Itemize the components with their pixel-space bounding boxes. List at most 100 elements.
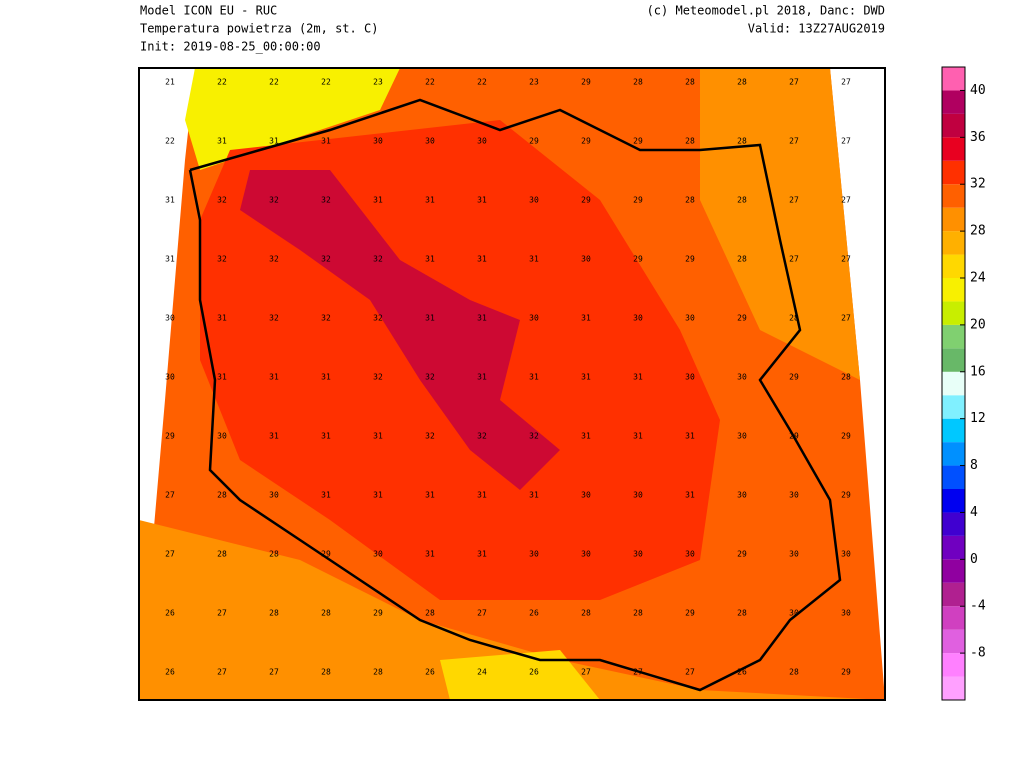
temperature-label: 24 xyxy=(477,668,487,677)
temperature-label: 31 xyxy=(529,255,539,264)
temperature-label: 26 xyxy=(737,668,747,677)
temperature-label: 27 xyxy=(841,255,851,264)
temperature-label: 28 xyxy=(581,609,591,618)
temperature-label: 28 xyxy=(789,314,799,323)
temperature-label: 22 xyxy=(165,137,175,146)
colorbar-band xyxy=(942,676,965,700)
temperature-label: 31 xyxy=(321,432,331,441)
temperature-label: 28 xyxy=(269,550,279,559)
temperature-label: 27 xyxy=(165,550,175,559)
map-frame xyxy=(138,67,886,701)
temperature-label: 30 xyxy=(685,314,695,323)
temperature-label: 23 xyxy=(373,78,383,87)
temperature-label: 32 xyxy=(269,314,279,323)
temperature-label: 26 xyxy=(165,609,175,618)
colorbar-band xyxy=(942,489,965,513)
map-field xyxy=(139,68,885,700)
temperature-label: 31 xyxy=(269,373,279,382)
colorbar-band xyxy=(942,184,965,208)
temperature-label: 31 xyxy=(477,550,487,559)
colorbar-band xyxy=(942,160,965,185)
header-line: Valid: 13Z27AUG2019 xyxy=(748,22,885,36)
temperature-label: 28 xyxy=(425,609,435,618)
temperature-label: 30 xyxy=(633,491,643,500)
temperature-label: 31 xyxy=(425,314,435,323)
colorbar-band xyxy=(942,582,965,607)
temperature-label: 29 xyxy=(841,432,851,441)
temperature-label: 28 xyxy=(841,373,851,382)
temperature-label: 28 xyxy=(321,609,331,618)
field-24 xyxy=(440,650,600,700)
temperature-label: 32 xyxy=(529,432,539,441)
colorbar-label: 28 xyxy=(970,224,986,239)
border xyxy=(188,98,842,692)
temperature-label: 31 xyxy=(529,491,539,500)
header-line: Model ICON EU - RUC xyxy=(140,4,277,18)
temperature-label: 22 xyxy=(477,78,487,87)
temperature-label: 29 xyxy=(165,432,175,441)
temperature-label: 30 xyxy=(373,137,383,146)
colorbar-band xyxy=(942,324,965,349)
temperature-label: 26 xyxy=(425,668,435,677)
colorbar-band xyxy=(942,442,965,466)
temperature-label: 27 xyxy=(217,609,227,618)
temperature-label: 27 xyxy=(165,491,175,500)
temperature-label: 30 xyxy=(789,491,799,500)
temperature-label: 30 xyxy=(165,373,175,382)
temperature-label: 30 xyxy=(425,137,435,146)
temperature-label: 31 xyxy=(321,491,331,500)
colorbar-band xyxy=(942,465,965,489)
temperature-label: 32 xyxy=(477,432,487,441)
temperature-label: 30 xyxy=(581,550,591,559)
colorbar-label: 20 xyxy=(970,317,986,332)
colorbar-label: -4 xyxy=(970,599,986,614)
temperature-label: 29 xyxy=(581,137,591,146)
colorbar-band xyxy=(942,535,965,560)
temperature-label: 27 xyxy=(841,78,851,87)
temperature-label: 32 xyxy=(321,196,331,205)
temperature-label: 27 xyxy=(841,137,851,146)
temperature-label: 31 xyxy=(165,255,175,264)
temperature-label: 30 xyxy=(529,550,539,559)
temperature-label: 30 xyxy=(737,432,747,441)
temperature-label: 27 xyxy=(789,196,799,205)
temperature-label: 30 xyxy=(165,314,175,323)
colorbar-label: 36 xyxy=(970,130,986,145)
temperature-label: 30 xyxy=(633,550,643,559)
temperature-label: 28 xyxy=(269,609,279,618)
temperature-label: 28 xyxy=(633,78,643,87)
temperature-label: 21 xyxy=(165,78,175,87)
temperature-label: 31 xyxy=(633,373,643,382)
colorbar-band xyxy=(942,348,965,372)
colorbar-band xyxy=(942,559,965,583)
temperature-label: 27 xyxy=(789,137,799,146)
header-line: Temperatura powietrza (2m, st. C) xyxy=(140,22,378,36)
temperature-label: 29 xyxy=(581,196,591,205)
colorbar-label: 4 xyxy=(970,505,978,520)
colorbar-band xyxy=(942,113,965,138)
temperature-label: 26 xyxy=(529,668,539,677)
temperature-label: 27 xyxy=(841,196,851,205)
temperature-label: 31 xyxy=(269,432,279,441)
temperature-label: 30 xyxy=(217,432,227,441)
temperature-label: 30 xyxy=(841,609,851,618)
temperature-label: 22 xyxy=(425,78,435,87)
temperature-label: 32 xyxy=(373,373,383,382)
field-28 xyxy=(139,520,885,700)
temperature-label: 31 xyxy=(425,491,435,500)
temperature-label: 22 xyxy=(217,78,227,87)
temperature-label: 32 xyxy=(425,373,435,382)
temperature-label: 28 xyxy=(217,491,227,500)
temperature-label: 31 xyxy=(477,373,487,382)
temperature-label: 31 xyxy=(217,137,227,146)
colorbar-label: 8 xyxy=(970,458,978,473)
temperature-label: 27 xyxy=(789,255,799,264)
temperature-label: 28 xyxy=(685,137,695,146)
temperature-label: 28 xyxy=(217,550,227,559)
temperature-label: 30 xyxy=(685,550,695,559)
temperature-label: 30 xyxy=(373,550,383,559)
temperature-label: 29 xyxy=(841,668,851,677)
temperature-label: 29 xyxy=(737,550,747,559)
temperature-label: 32 xyxy=(321,255,331,264)
temperature-label: 31 xyxy=(477,255,487,264)
